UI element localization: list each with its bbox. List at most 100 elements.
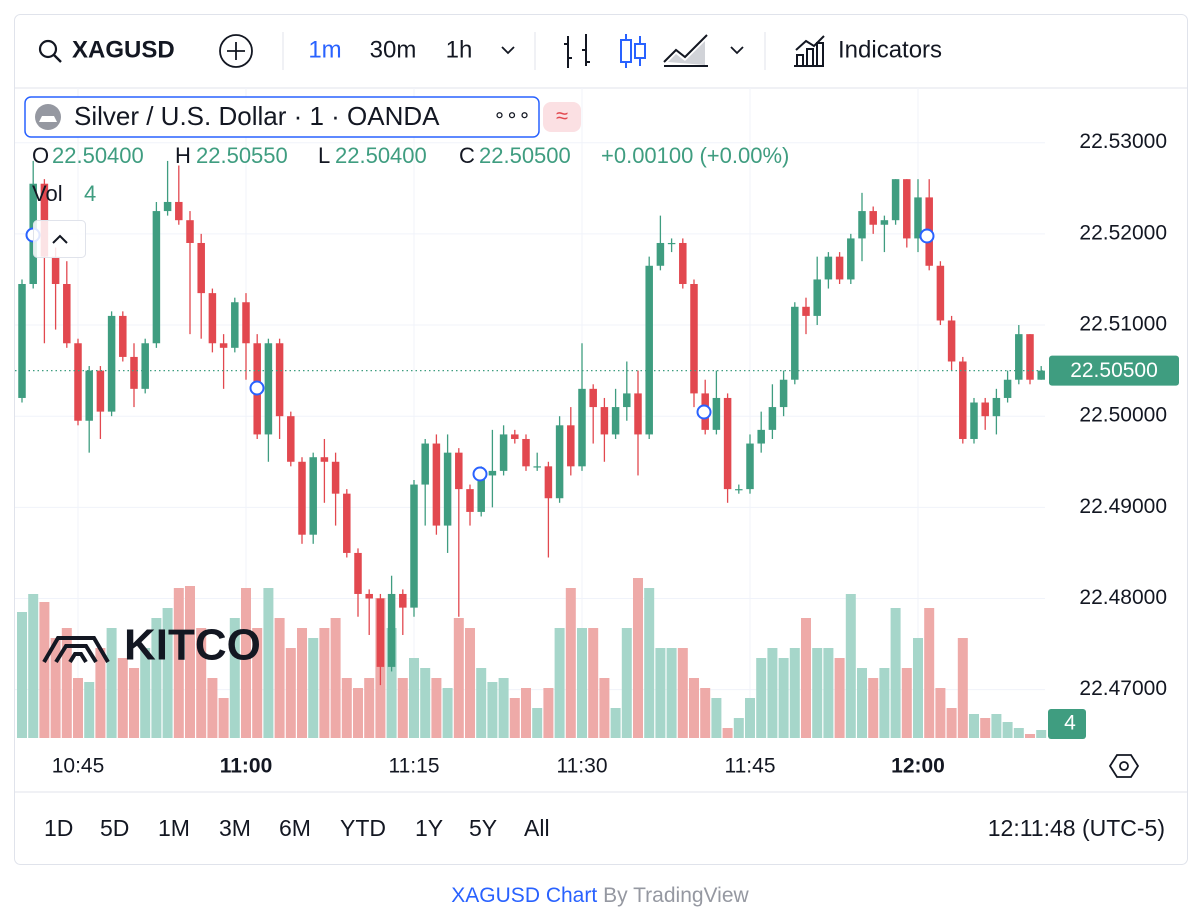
volume-bar (487, 682, 498, 738)
range-button[interactable]: 5D (100, 815, 129, 841)
volume-bar (274, 618, 285, 738)
badge[interactable] (543, 102, 581, 132)
range-button[interactable]: YTD (340, 815, 386, 841)
volume-bar (39, 602, 50, 738)
volume-bar (106, 628, 117, 738)
candle-body (85, 370, 93, 421)
volume-bar (50, 638, 61, 738)
volume-bar (778, 658, 789, 738)
candle-body (723, 397, 732, 490)
event-marker[interactable] (696, 404, 712, 420)
volume-bar (857, 668, 867, 738)
volume-bar (229, 618, 240, 738)
candle-body (455, 452, 463, 490)
volume-bar (633, 578, 643, 738)
search-icon (38, 39, 58, 59)
ohlc-value: 22.50550 (196, 143, 288, 168)
candle-body (835, 256, 844, 280)
range-button[interactable]: 1M (158, 815, 190, 841)
range-button[interactable]: 3M (219, 815, 251, 841)
volume-bar (890, 608, 901, 738)
legend: Silver / U.S. Dollar · 1 · OANDA ∘∘∘ ≈ O… (24, 96, 789, 258)
volume-bar (868, 678, 879, 738)
volume-bar (341, 678, 352, 738)
candle-body (970, 402, 978, 439)
volume-bar (162, 608, 173, 738)
candle-body (320, 457, 329, 462)
title-pill[interactable] (24, 96, 540, 138)
bars-icon[interactable] (564, 34, 590, 68)
candle-body (533, 466, 541, 468)
watermark: KITCO (42, 621, 261, 670)
ohlc-label: H (175, 143, 191, 168)
indicators-label: Indicators (838, 36, 942, 63)
volume-bar (789, 648, 800, 738)
candle-body (399, 593, 407, 608)
candles-icon[interactable] (620, 34, 646, 68)
candles (15, 160, 1045, 686)
volume-bar (901, 668, 912, 738)
ohlc-label: C (459, 143, 475, 168)
range-button[interactable]: All (524, 815, 550, 841)
candle-body (623, 393, 631, 408)
event-marker[interactable] (919, 228, 935, 244)
candle-body (208, 293, 217, 344)
candle-body (410, 484, 418, 608)
area-icon[interactable] (663, 34, 708, 67)
volume-bar (532, 708, 543, 738)
volume-bar (397, 678, 408, 738)
volume-bar (666, 648, 677, 738)
interval-button[interactable]: 1h (446, 36, 473, 63)
range-button[interactable]: 1Y (415, 815, 443, 841)
candle-body (813, 279, 821, 316)
volume-bar (700, 688, 711, 738)
volume-bar (442, 688, 453, 738)
more-button[interactable]: ∘∘∘ (493, 104, 531, 126)
x-tick-label: 11:00 (220, 755, 273, 778)
volume-bar (644, 588, 655, 738)
candle-body (1037, 370, 1045, 380)
volume-bar (285, 648, 296, 738)
symbol-icon (39, 116, 57, 122)
volume-bar (655, 648, 666, 738)
indicators-button[interactable]: Indicators (794, 35, 942, 67)
range-button[interactable]: 1D (44, 815, 73, 841)
candle-body (511, 434, 519, 439)
range-button[interactable]: 5Y (469, 815, 497, 841)
ohlc-value: 22.50400 (52, 143, 144, 168)
volume-tag-label: 4 (1064, 712, 1076, 735)
candle-body (600, 407, 609, 435)
volume-bar (252, 628, 263, 738)
candle-body (959, 361, 967, 439)
compare-button[interactable] (219, 34, 253, 68)
volume-bar (73, 678, 83, 738)
footer-link[interactable]: XAGUSD Chart (451, 884, 597, 907)
search-button[interactable]: XAGUSD (38, 36, 175, 63)
interval-button[interactable]: 30m (370, 36, 417, 63)
volume-bar (28, 594, 39, 738)
range-button[interactable]: 6M (279, 815, 311, 841)
candle-body (376, 598, 385, 667)
plus-icon (227, 42, 245, 60)
volume-bar (521, 688, 531, 738)
interval-button[interactable]: 1m (308, 36, 341, 63)
candle-body (611, 407, 620, 435)
collapse-button[interactable] (33, 220, 86, 258)
settings-icon[interactable] (1108, 754, 1140, 778)
candle-body (387, 593, 396, 667)
volume-bar (453, 618, 464, 738)
volume-bar (834, 658, 845, 738)
candle-body (791, 306, 799, 380)
clock: 12:11:48 (UTC-5) (988, 815, 1165, 841)
interval-dropdown[interactable] (501, 46, 515, 55)
volume-bar (117, 658, 128, 738)
event-marker[interactable] (472, 466, 488, 482)
event-marker[interactable] (249, 380, 265, 396)
chart-type-dropdown[interactable] (730, 46, 744, 55)
candle-body (331, 461, 340, 494)
candle-body (275, 343, 284, 417)
symbol: XAGUSD (72, 36, 175, 63)
volume-bar (689, 678, 699, 738)
volume-bar (431, 678, 442, 738)
